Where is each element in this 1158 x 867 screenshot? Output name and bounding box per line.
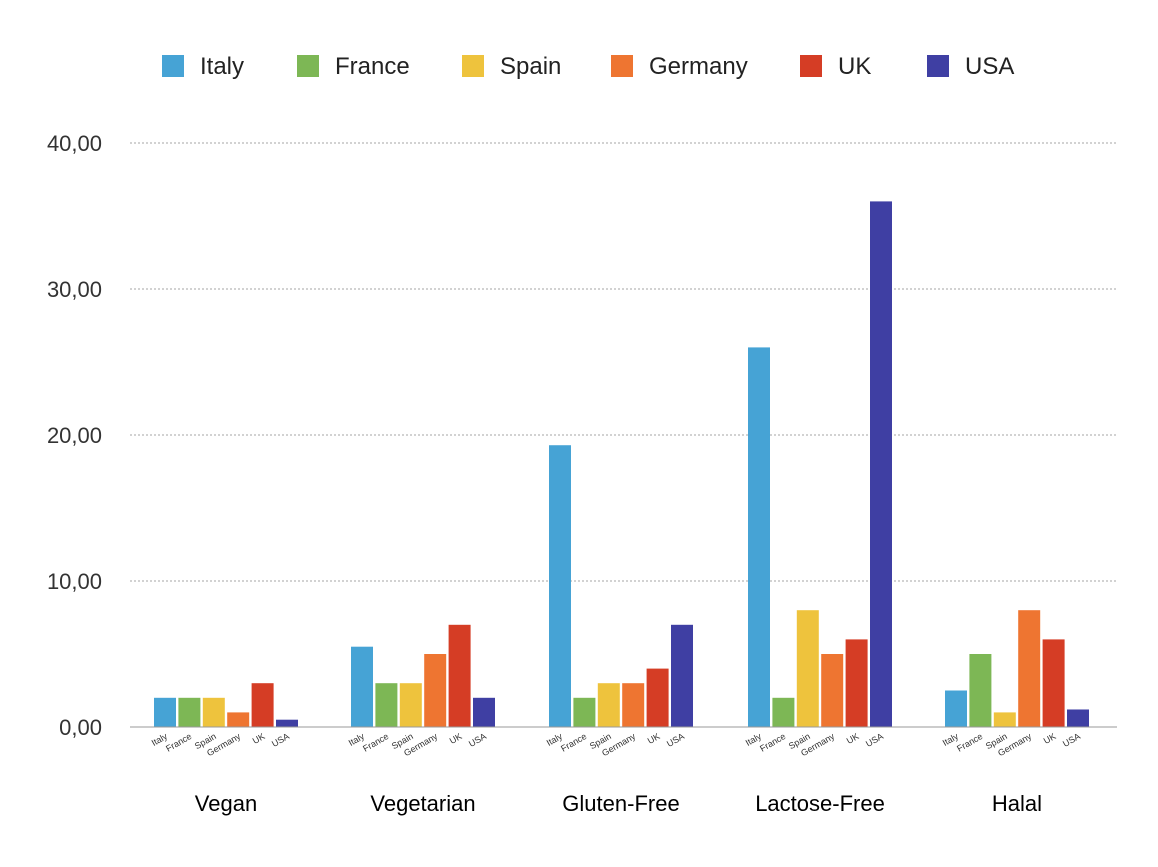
legend-label: USA bbox=[965, 53, 1014, 80]
bar-italy-lactose-free bbox=[748, 347, 770, 727]
bar-usa-lactose-free bbox=[870, 201, 892, 727]
bar-france-gluten-free bbox=[573, 697, 596, 727]
y-tick-label: 20,00 bbox=[47, 423, 102, 448]
legend-swatch-italy bbox=[162, 55, 184, 77]
bar-usa-vegan bbox=[276, 719, 298, 727]
category-label: Vegetarian bbox=[370, 791, 475, 816]
bar-france-vegan bbox=[178, 697, 201, 727]
bar-uk-vegetarian bbox=[448, 624, 471, 727]
bar-label: UK bbox=[1042, 731, 1058, 746]
legend-label: UK bbox=[838, 53, 871, 80]
bar-label: France bbox=[164, 731, 193, 754]
bar-label: USA bbox=[864, 731, 885, 749]
y-tick-label: 0,00 bbox=[59, 715, 102, 740]
legend-label: France bbox=[335, 53, 410, 80]
bar-italy-vegan bbox=[154, 697, 176, 727]
category-label: Vegan bbox=[195, 791, 257, 816]
bar-label: UK bbox=[845, 731, 861, 746]
bar-germany-vegetarian bbox=[424, 654, 447, 727]
legend-swatch-usa bbox=[927, 55, 949, 77]
bar-germany-vegan bbox=[227, 712, 250, 727]
legend: Italy France Spain Germany UK USA bbox=[162, 53, 1014, 80]
bar-label: France bbox=[758, 731, 787, 754]
bar-spain-halal bbox=[993, 712, 1016, 727]
legend-label: Italy bbox=[200, 53, 244, 80]
bar-usa-gluten-free bbox=[671, 624, 693, 727]
bar-label: France bbox=[559, 731, 588, 754]
legend-swatch-germany bbox=[611, 55, 633, 77]
bar-usa-halal bbox=[1067, 709, 1089, 727]
bar-spain-vegan bbox=[202, 697, 225, 727]
bar-label: USA bbox=[467, 731, 488, 749]
y-tick-label: 40,00 bbox=[47, 131, 102, 156]
bar-germany-gluten-free bbox=[622, 683, 645, 727]
bar-label: USA bbox=[665, 731, 686, 749]
bar-label: USA bbox=[1061, 731, 1082, 749]
bar-italy-vegetarian bbox=[351, 646, 373, 727]
category-label: Gluten-Free bbox=[562, 791, 679, 816]
bar-france-lactose-free bbox=[772, 697, 795, 727]
bar-uk-gluten-free bbox=[646, 668, 669, 727]
bar-italy-halal bbox=[945, 690, 967, 727]
bar-germany-lactose-free bbox=[821, 654, 844, 727]
category-labels: Vegan Vegetarian Gluten-Free Lactose-Free Ha… bbox=[195, 791, 1042, 816]
y-tick-label: 30,00 bbox=[47, 277, 102, 302]
gridlines bbox=[130, 142, 1117, 582]
bar-france-vegetarian bbox=[375, 683, 398, 727]
bar-label: UK bbox=[448, 731, 464, 746]
bar-label: France bbox=[361, 731, 390, 754]
bar-label: USA bbox=[270, 731, 291, 749]
bar-label: France bbox=[955, 731, 984, 754]
bar-germany-halal bbox=[1018, 610, 1041, 727]
y-tick-label: 10,00 bbox=[47, 569, 102, 594]
category-label: Lactose-Free bbox=[755, 791, 885, 816]
bar-uk-halal bbox=[1042, 639, 1065, 727]
bar-label: UK bbox=[646, 731, 662, 746]
category-label: Halal bbox=[992, 791, 1042, 816]
bar-italy-gluten-free bbox=[549, 445, 571, 727]
legend-swatch-france bbox=[297, 55, 319, 77]
bar-spain-vegetarian bbox=[399, 683, 422, 727]
bar-usa-vegetarian bbox=[473, 697, 495, 727]
y-axis-tick-labels: 0,00 10,00 20,00 30,00 40,00 bbox=[47, 131, 102, 740]
bar-uk-vegan bbox=[251, 683, 274, 727]
bar-spain-gluten-free bbox=[597, 683, 620, 727]
bars bbox=[154, 201, 1089, 727]
legend-label: Spain bbox=[500, 53, 561, 80]
legend-swatch-uk bbox=[800, 55, 822, 77]
bar-spain-lactose-free bbox=[796, 610, 819, 727]
legend-label: Germany bbox=[649, 53, 748, 80]
legend-swatch-spain bbox=[462, 55, 484, 77]
bar-uk-lactose-free bbox=[845, 639, 868, 727]
bar-label: UK bbox=[251, 731, 267, 746]
bar-france-halal bbox=[969, 654, 992, 727]
